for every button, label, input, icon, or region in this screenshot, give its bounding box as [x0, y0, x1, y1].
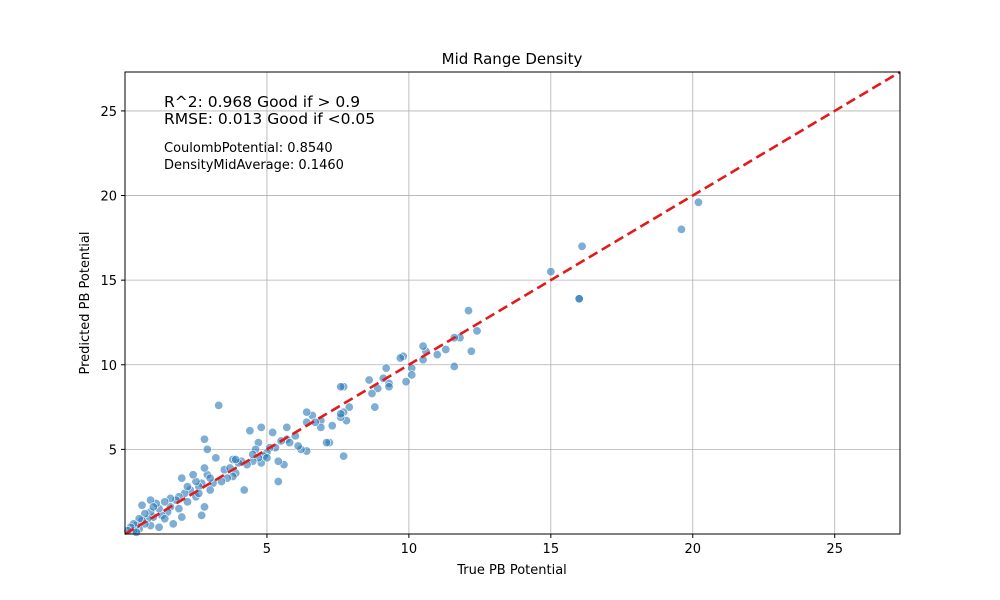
data-point: [174, 504, 184, 514]
data-point: [273, 456, 283, 466]
data-point: [336, 382, 346, 392]
data-point: [407, 370, 417, 380]
plot-area: [124, 71, 901, 535]
data-point: [199, 434, 209, 444]
data-point: [205, 473, 215, 483]
data-point: [137, 500, 147, 510]
data-point: [205, 485, 215, 495]
data-point: [148, 502, 158, 512]
data-point: [182, 497, 192, 507]
data-point: [182, 482, 192, 492]
data-point: [577, 241, 587, 251]
data-point: [339, 451, 349, 461]
data-point: [466, 346, 476, 356]
data-point: [364, 375, 374, 385]
y-tick-label: 5: [109, 443, 117, 458]
y-tick-label: 10: [100, 359, 117, 374]
x-tick-label: 25: [826, 542, 843, 557]
data-point: [472, 326, 482, 336]
data-point: [302, 407, 312, 417]
data-point: [168, 519, 178, 529]
data-point: [199, 502, 209, 512]
density-weight-annotation: DensityMidAverage: 0.1460: [164, 158, 344, 173]
data-point: [188, 470, 198, 480]
data-point: [676, 224, 686, 234]
data-point: [262, 453, 272, 463]
data-point: [231, 455, 241, 465]
x-axis-label: True PB Potential: [456, 563, 567, 578]
chart-title: Mid Range Density: [442, 50, 583, 68]
data-point: [177, 512, 187, 522]
data-point: [282, 422, 292, 432]
data-point: [214, 400, 224, 410]
x-tick-label: 5: [263, 542, 271, 557]
data-point: [211, 453, 221, 463]
data-point: [177, 473, 187, 483]
y-tick-label: 15: [100, 274, 117, 289]
data-point: [432, 350, 442, 360]
data-point: [384, 382, 394, 392]
reference-line: [124, 70, 901, 536]
data-point: [574, 294, 584, 304]
data-point: [327, 421, 337, 431]
rmse-annotation: RMSE: 0.013 Good if <0.05: [164, 110, 375, 128]
data-point: [293, 441, 303, 451]
data-point: [693, 197, 703, 207]
data-point: [256, 422, 266, 432]
data-point: [395, 353, 405, 363]
data-point: [463, 306, 473, 316]
data-point: [546, 267, 556, 277]
x-tick-label: 10: [401, 542, 418, 557]
data-point: [370, 402, 380, 412]
r2-annotation: R^2: 0.968 Good if > 0.9: [164, 93, 360, 111]
x-tick-label: 20: [684, 542, 701, 557]
data-point: [344, 402, 354, 412]
data-point: [160, 514, 170, 524]
data-point: [197, 510, 207, 520]
data-point: [401, 377, 411, 387]
data-point: [268, 427, 278, 437]
data-point: [160, 497, 170, 507]
data-point: [441, 345, 451, 355]
data-point: [199, 463, 209, 473]
data-point: [322, 438, 332, 448]
data-point: [336, 409, 346, 419]
y-axis-label: Predicted PB Potential: [78, 232, 93, 375]
data-point: [316, 422, 326, 432]
axis-ticks: 5 10 15 20 25 5 10 15 20 25: [100, 105, 843, 557]
coulomb-weight-annotation: CoulombPotential: 0.8540: [164, 141, 333, 156]
data-point: [381, 363, 391, 373]
data-point: [449, 361, 459, 371]
data-point: [367, 389, 377, 399]
data-point: [154, 522, 164, 532]
data-points: [123, 197, 703, 537]
data-point: [285, 438, 295, 448]
data-point: [273, 477, 283, 487]
data-point: [239, 485, 249, 495]
y-tick-label: 20: [100, 190, 117, 205]
data-point: [202, 444, 212, 454]
x-tick-label: 15: [543, 542, 560, 557]
y-tick-label: 25: [100, 105, 117, 120]
data-point: [418, 341, 428, 351]
data-point: [245, 426, 255, 436]
